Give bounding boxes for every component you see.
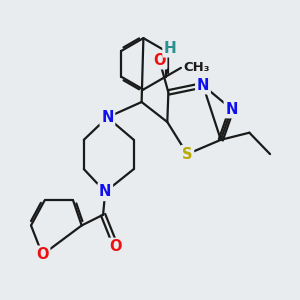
Text: N: N xyxy=(197,78,209,93)
Text: N: N xyxy=(99,184,111,200)
Text: CH₃: CH₃ xyxy=(184,61,210,74)
Text: N: N xyxy=(101,110,114,125)
Text: S: S xyxy=(182,147,193,162)
Text: O: O xyxy=(110,239,122,254)
Text: N: N xyxy=(225,102,238,117)
Text: H: H xyxy=(164,41,176,56)
Text: O: O xyxy=(153,53,166,68)
Text: O: O xyxy=(36,247,49,262)
